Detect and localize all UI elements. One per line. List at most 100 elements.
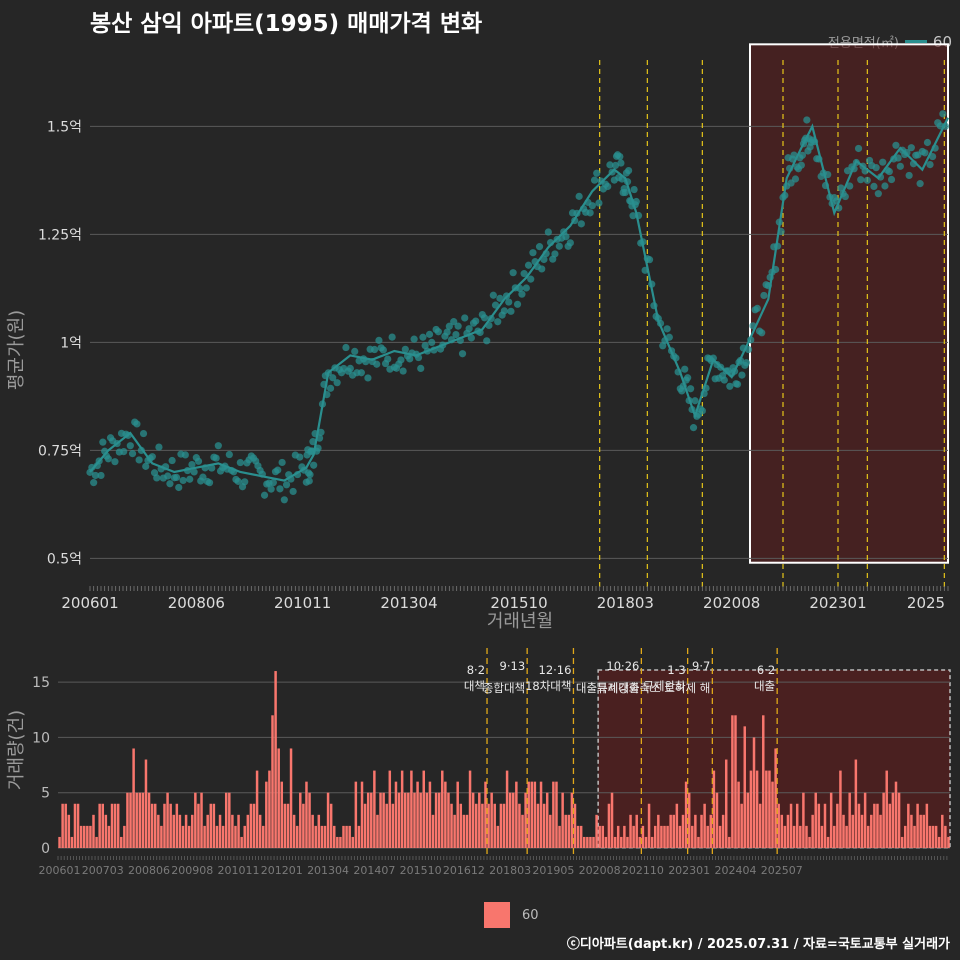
- price-dot: [133, 420, 141, 428]
- price-dot: [346, 364, 354, 373]
- volume-bar: [533, 781, 537, 848]
- volume-bar: [397, 792, 401, 848]
- volume-bar: [691, 825, 694, 848]
- volume-bar: [863, 792, 867, 848]
- price-dot: [212, 454, 220, 462]
- volume-bar: [132, 748, 135, 848]
- volume-bar: [598, 825, 601, 848]
- price-dot: [269, 479, 277, 487]
- volume-highlight-region: [597, 669, 951, 849]
- volume-bar: [771, 781, 774, 848]
- volume-bar: [345, 825, 348, 848]
- volume-bar: [252, 803, 256, 848]
- y-tick-label: 0.75억: [38, 443, 82, 459]
- price-dot: [214, 442, 222, 450]
- price-dot: [887, 175, 896, 184]
- volume-bar: [123, 825, 126, 848]
- volume-bar: [910, 814, 913, 848]
- volume-bar: [474, 803, 478, 848]
- price-dot: [388, 333, 396, 341]
- volume-bar: [675, 803, 679, 848]
- volume-bar: [904, 825, 907, 848]
- volume-x-tick-label: 201011: [218, 864, 260, 877]
- volume-bar: [833, 825, 836, 848]
- price-dot: [905, 171, 913, 180]
- price-dot: [522, 284, 530, 292]
- volume-bar: [295, 825, 299, 848]
- price-dot: [364, 374, 372, 382]
- volume-bar: [845, 825, 848, 848]
- volume-bar: [450, 803, 453, 848]
- volume-bar: [218, 814, 222, 848]
- price-dot: [205, 479, 214, 487]
- volume-bar: [376, 814, 379, 848]
- volume-bar: [209, 803, 213, 848]
- price-dot: [326, 384, 335, 392]
- y-tick-label: 1.25억: [38, 227, 82, 243]
- price-dot: [575, 192, 583, 200]
- volume-bar: [246, 814, 250, 848]
- volume-bar: [549, 814, 552, 848]
- y-tick-label: 0.5억: [47, 551, 82, 567]
- volume-bar: [314, 825, 317, 848]
- volume-x-tick-label: 202507: [761, 864, 803, 877]
- price-dot: [753, 304, 761, 313]
- highlight-region: [749, 43, 949, 564]
- price-dot: [857, 176, 865, 184]
- price-dot: [595, 199, 603, 207]
- volume-bar: [116, 803, 120, 848]
- price-dot: [90, 479, 98, 487]
- volume-bar: [191, 814, 194, 848]
- volume-bar: [147, 792, 151, 848]
- price-dot: [329, 374, 337, 382]
- volume-bar: [493, 803, 496, 848]
- volume-bar: [755, 770, 759, 848]
- price-dot: [566, 239, 574, 247]
- volume-bar: [160, 825, 163, 848]
- volume-bar: [478, 792, 481, 848]
- volume-bar: [657, 814, 660, 848]
- volume-bar: [175, 803, 179, 848]
- price-dot: [606, 161, 614, 169]
- volume-bar: [135, 792, 138, 848]
- volume-bar: [857, 803, 861, 848]
- volume-bar: [629, 814, 632, 848]
- price-dot: [164, 472, 172, 480]
- price-dot: [317, 428, 325, 436]
- price-dot: [524, 261, 533, 269]
- policy-date-label: 1·3: [667, 663, 685, 677]
- price-dot: [907, 144, 915, 152]
- price-dot: [681, 365, 689, 373]
- volume-bar: [428, 781, 432, 848]
- price-dot: [186, 475, 194, 483]
- price-dot: [472, 317, 480, 325]
- price-dot: [135, 456, 143, 464]
- price-dot: [577, 220, 585, 228]
- volume-bar: [882, 792, 885, 848]
- volume-bar: [104, 814, 108, 848]
- policy-name-label: 대출규제강화: [576, 681, 640, 695]
- price-dot: [896, 162, 904, 170]
- volume-bar: [944, 825, 947, 848]
- volume-bar: [465, 814, 469, 848]
- volume-bar: [851, 814, 855, 848]
- volume-bar: [802, 792, 805, 848]
- volume-bar: [539, 781, 543, 848]
- price-dot: [458, 350, 467, 358]
- volume-bar: [425, 792, 429, 848]
- policy-name-label: 대책: [464, 679, 485, 693]
- volume-bar: [687, 792, 691, 848]
- volume-bar: [555, 781, 558, 848]
- volume-bar: [166, 792, 169, 848]
- volume-bar: [916, 803, 919, 848]
- volume-bar: [441, 770, 444, 848]
- chart-title: 봉산 삼익 아파트(1995) 매매가격 변화: [90, 11, 483, 37]
- volume-bar: [126, 792, 129, 848]
- price-dot: [401, 345, 409, 353]
- price-dot: [236, 458, 244, 467]
- volume-bar: [870, 814, 873, 848]
- price-dot: [333, 379, 341, 387]
- volume-bar: [724, 759, 728, 848]
- volume-bar: [545, 792, 549, 848]
- price-dot: [837, 184, 845, 192]
